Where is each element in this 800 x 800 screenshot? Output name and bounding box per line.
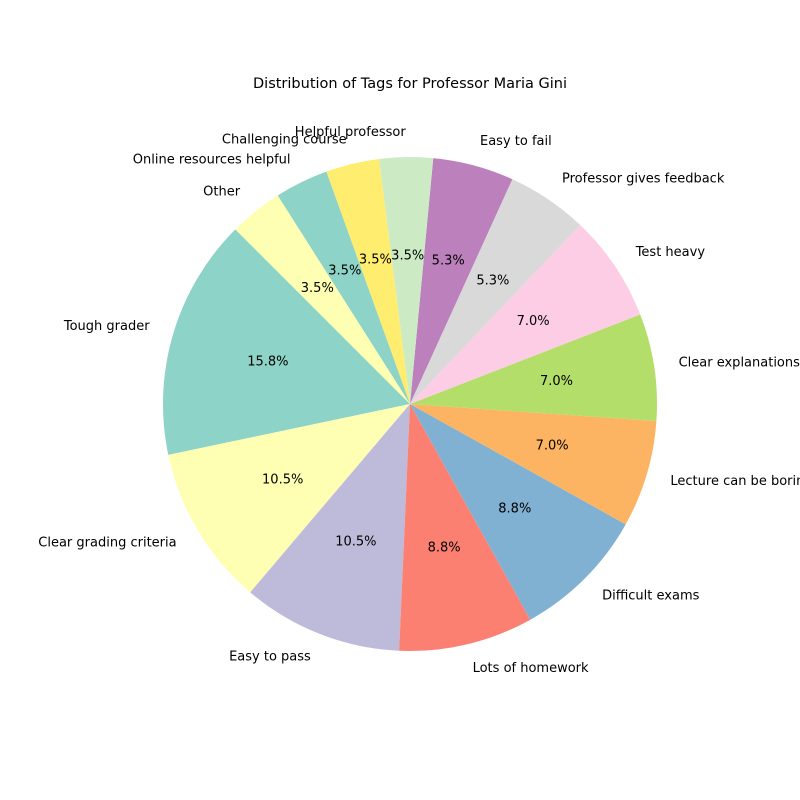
slice-percent-other: 3.5% xyxy=(301,281,334,296)
pie-slice-helpful-professor xyxy=(379,157,434,404)
slice-percent-clear-grading-criteria: 10.5% xyxy=(262,472,303,487)
slice-label-tough-grader: Tough grader xyxy=(63,319,150,334)
slice-percent-tough-grader: 15.8% xyxy=(247,354,288,369)
slice-label-challenging-course: Challenging course xyxy=(222,132,347,147)
pie-slice-test-heavy xyxy=(410,225,641,404)
slice-label-lots-of-homework: Lots of homework xyxy=(473,661,589,676)
pie-slice-challenging-course xyxy=(326,158,410,404)
slice-label-helpful-professor: Helpful professor xyxy=(295,125,407,140)
pie-slice-lots-of-homework xyxy=(399,404,531,651)
slice-label-lecture-can-be-boring: Lecture can be boring xyxy=(670,474,800,489)
slice-label-other: Other xyxy=(203,185,241,200)
slice-label-easy-to-pass: Easy to pass xyxy=(229,649,311,664)
slice-percent-lots-of-homework: 8.8% xyxy=(428,541,461,556)
pie-slice-professor-gives-feedback xyxy=(410,179,581,404)
pie-slice-tough-grader xyxy=(162,229,410,455)
slice-percent-test-heavy: 7.0% xyxy=(517,314,550,329)
slice-label-easy-to-fail: Easy to fail xyxy=(480,134,552,149)
slice-label-professor-gives-feedback: Professor gives feedback xyxy=(562,171,725,186)
slice-label-clear-grading-criteria: Clear grading criteria xyxy=(38,536,176,551)
slice-percent-clear-explanations: 7.0% xyxy=(540,374,573,389)
slice-label-online-resources-helpful: Online resources helpful xyxy=(133,153,291,168)
percent-labels: 15.8% 10.5% 10.5% 8.8% 8.8% 7.0% 7.0% 7.0% 5.3% 5… xyxy=(247,248,573,555)
slice-percent-easy-to-fail: 5.3% xyxy=(432,253,465,268)
slice-percent-helpful-professor: 3.5% xyxy=(391,248,424,263)
pie-slice-clear-explanations xyxy=(410,314,657,422)
pie-slice-difficult-exams xyxy=(410,404,626,620)
pie-slices xyxy=(162,157,657,651)
slice-label-test-heavy: Test heavy xyxy=(635,245,706,260)
slice-labels: Tough grader Clear grading criteria Easy t… xyxy=(38,125,800,676)
slice-percent-easy-to-pass: 10.5% xyxy=(335,535,376,550)
pie-slice-clear-grading-criteria xyxy=(168,404,410,593)
pie-slice-easy-to-fail xyxy=(410,158,513,404)
pie-slice-lecture-can-be-boring xyxy=(410,404,657,525)
pie-slice-easy-to-pass xyxy=(250,404,410,651)
slice-percent-lecture-can-be-boring: 7.0% xyxy=(536,439,569,454)
slice-percent-challenging-course: 3.5% xyxy=(359,252,392,267)
slice-percent-online-resources-helpful: 3.5% xyxy=(328,263,361,278)
chart-title: Distribution of Tags for Professor Maria… xyxy=(253,76,567,92)
pie-slice-online-resources-helpful xyxy=(277,171,410,404)
slice-percent-professor-gives-feedback: 5.3% xyxy=(476,274,509,289)
slice-percent-difficult-exams: 8.8% xyxy=(498,501,531,516)
pie-slice-other xyxy=(235,195,410,404)
slice-label-clear-explanations: Clear explanations xyxy=(679,356,800,371)
slice-label-difficult-exams: Difficult exams xyxy=(602,589,700,604)
